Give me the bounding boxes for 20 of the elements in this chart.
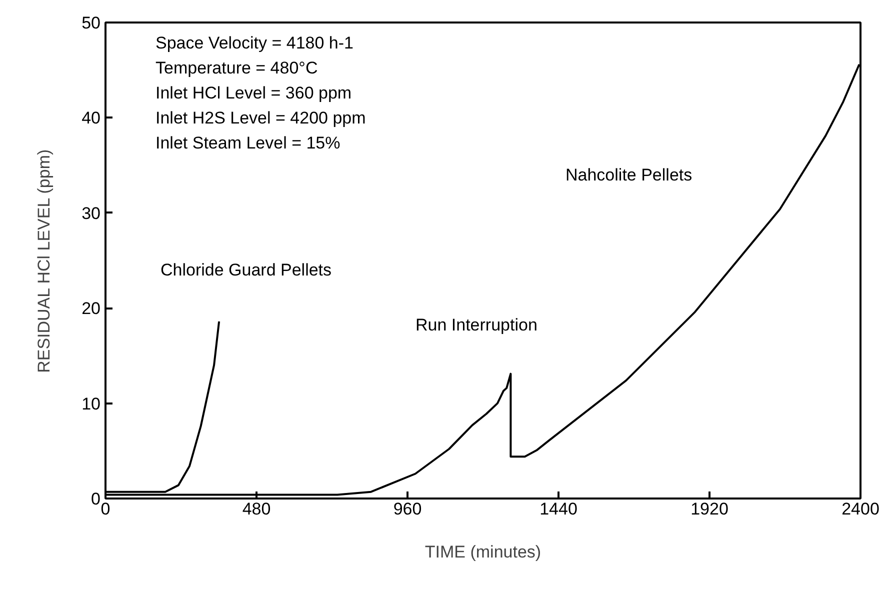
- y-tick-label: 10: [82, 394, 101, 414]
- y-tick-label: 30: [82, 204, 101, 223]
- y-tick-label: 20: [82, 299, 101, 318]
- annotation: Chloride Guard Pellets: [160, 260, 332, 280]
- x-tick-label: 2400: [842, 500, 880, 518]
- x-tick-label: 1920: [690, 500, 728, 518]
- annotation: Inlet Steam Level = 15%: [156, 134, 340, 152]
- y-axis-title: RESIDUAL HCl LEVEL (ppm): [34, 149, 54, 373]
- annotation: Inlet HCl Level = 360 ppm: [156, 84, 352, 102]
- x-axis-title: TIME (minutes): [424, 542, 542, 562]
- annotation: Inlet H2S Level = 4200 ppm: [156, 108, 366, 128]
- annotation: Run Interruption: [416, 316, 538, 334]
- x-tick-label: 960: [393, 500, 422, 518]
- annotation: Temperature = 480°C: [156, 58, 318, 78]
- x-tick-label: 1440: [540, 500, 578, 518]
- y-tick-label: 50: [82, 14, 101, 32]
- annotation: Nahcolite Pellets: [566, 166, 692, 184]
- y-tick-label: 40: [82, 108, 101, 128]
- x-tick-label: 480: [242, 500, 271, 518]
- annotation: Space Velocity = 4180 h-1: [156, 34, 354, 52]
